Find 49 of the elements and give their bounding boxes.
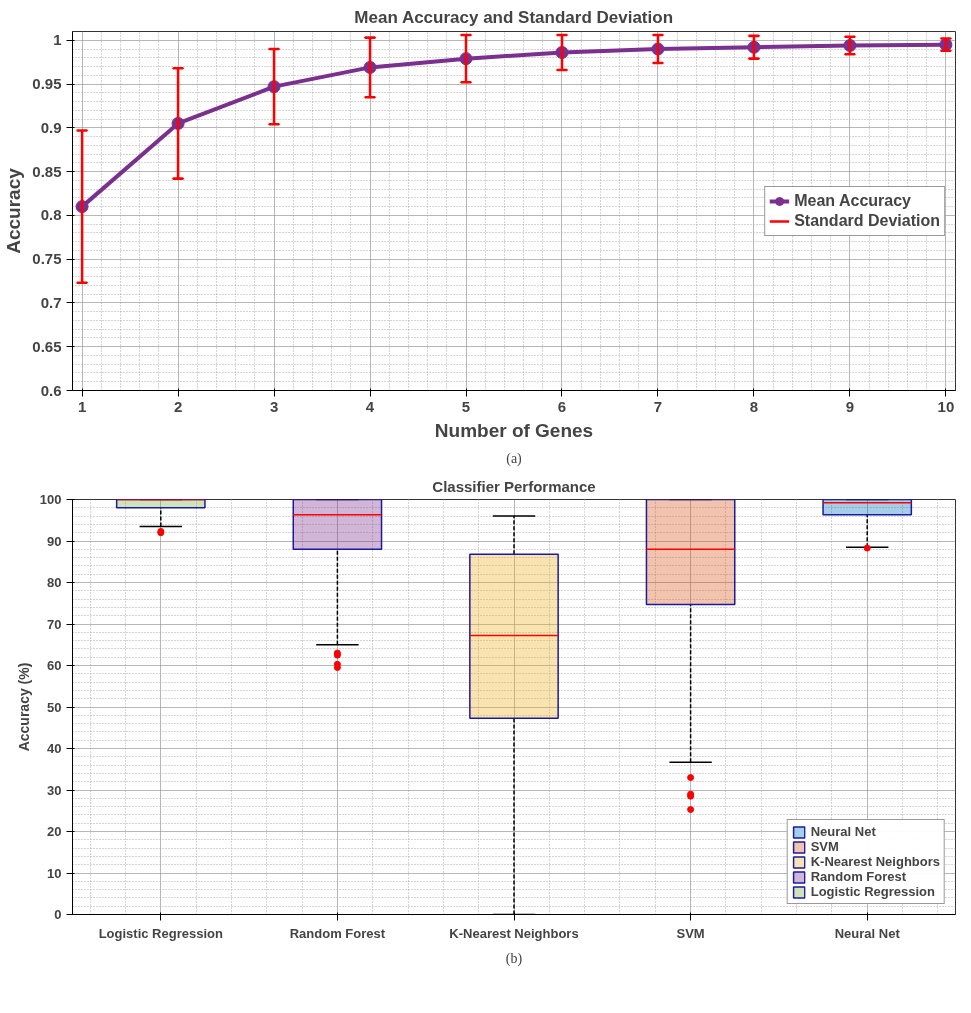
x-tick-label: Random Forest (289, 925, 386, 941)
x-tick-label: SVM (676, 925, 705, 941)
legend-label: SVM (810, 839, 839, 854)
x-tick-label: 8 (749, 397, 759, 415)
y-tick-label: 90 (47, 533, 62, 549)
x-tick-label: Neural Net (834, 925, 901, 941)
y-tick-label: 0.95 (32, 75, 62, 93)
y-tick-label: 80 (47, 575, 62, 590)
y-tick-label: 0.75 (32, 250, 62, 268)
x-axis-title: Number of Genes (434, 419, 594, 441)
x-tick-label: 10 (937, 397, 955, 415)
y-tick-label: 30 (47, 782, 62, 798)
y-tick-label: 20 (47, 824, 62, 839)
y-tick-label: 50 (47, 699, 62, 715)
x-tick-label: 9 (845, 397, 855, 415)
y-tick-label: 70 (47, 616, 62, 632)
y-tick-label: 60 (47, 658, 62, 673)
y-tick-label: 100 (39, 492, 62, 507)
x-tick-label: 1 (77, 397, 87, 415)
text: (a) (506, 450, 523, 467)
text: (b) (505, 950, 523, 967)
x-tick-label: 6 (557, 397, 567, 415)
y-tick-label: 40 (47, 741, 62, 756)
x-tick-label: 7 (653, 397, 663, 415)
y-tick-label: 1 (53, 31, 62, 49)
y-axis-title: Accuracy (3, 167, 25, 254)
x-tick-label: 2 (173, 397, 183, 415)
legend-label: Random Forest (810, 869, 907, 884)
annotation: Standard Deviation (794, 211, 940, 230)
x-tick-label: K-Nearest Neighbors (449, 925, 579, 941)
y-tick-label: 0.6 (40, 381, 62, 399)
x-tick-label: 5 (461, 397, 471, 415)
y-tick-label: 0.85 (32, 162, 62, 180)
y-tick-label: 0 (54, 907, 62, 922)
chart-title: Mean Accuracy and Standard Deviation (354, 7, 674, 27)
legend-label: Neural Net (810, 824, 876, 839)
legend-label: K-Nearest Neighbors (810, 854, 940, 869)
x-tick-label: Logistic Regression (98, 925, 223, 941)
y-tick-label: 0.8 (40, 206, 62, 224)
x-tick-label: 4 (365, 397, 375, 415)
y-tick-label: 0.9 (40, 118, 62, 136)
legend-label: Logistic Regression (810, 884, 935, 899)
y-tick-label: 10 (47, 865, 62, 881)
y-axis-title: Accuracy (%) (15, 662, 32, 752)
y-tick-label: 0.7 (40, 293, 62, 311)
chart-title: Classifier Performance (432, 477, 596, 495)
y-tick-label: 0.65 (32, 337, 62, 355)
legend-label: Mean Accuracy (794, 191, 911, 210)
x-tick-label: 3 (269, 397, 279, 415)
